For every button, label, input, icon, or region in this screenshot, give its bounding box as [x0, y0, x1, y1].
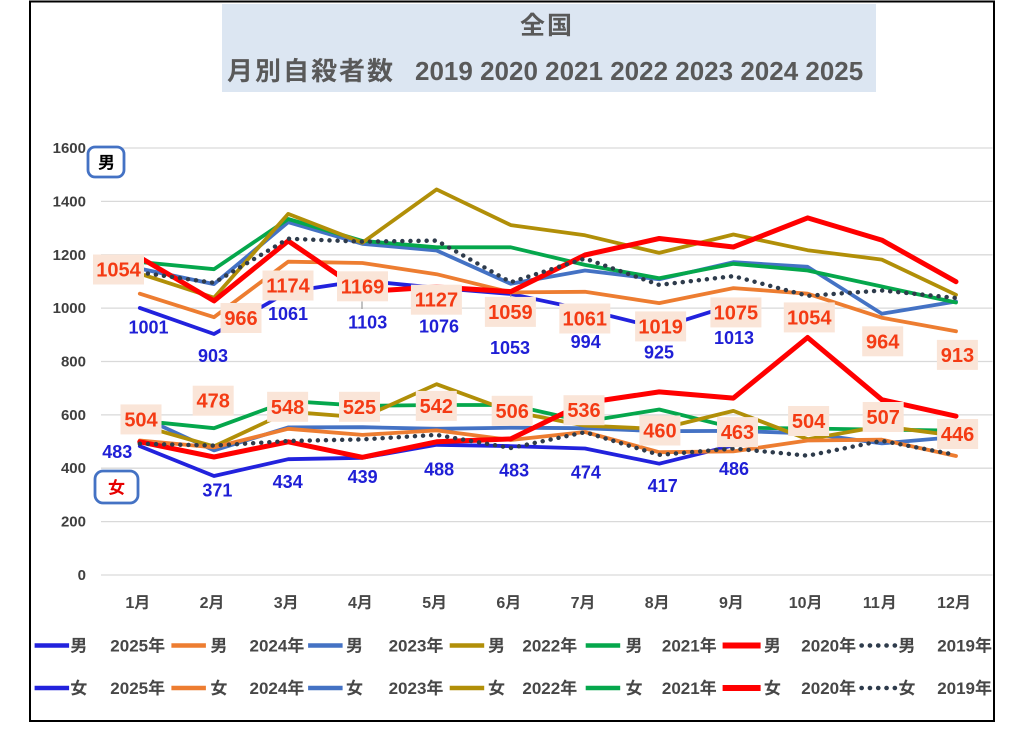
svg-text:488: 488 — [424, 460, 454, 480]
svg-text:2022: 2022 — [522, 637, 560, 656]
svg-text:9: 9 — [719, 595, 728, 612]
svg-text:504: 504 — [124, 409, 158, 431]
svg-text:548: 548 — [271, 397, 304, 419]
svg-text:525: 525 — [343, 397, 376, 419]
svg-text:3: 3 — [274, 595, 283, 612]
svg-text:1000: 1000 — [53, 300, 86, 317]
svg-text:2021: 2021 — [662, 637, 700, 656]
svg-text:2019: 2019 — [937, 679, 975, 698]
svg-text:200: 200 — [61, 514, 86, 531]
svg-text:600: 600 — [61, 407, 86, 424]
svg-text:2025: 2025 — [110, 679, 148, 698]
svg-text:507: 507 — [867, 407, 900, 429]
svg-text:1: 1 — [125, 595, 134, 612]
svg-text:1076: 1076 — [419, 316, 459, 336]
svg-text:4: 4 — [348, 595, 357, 612]
svg-text:5: 5 — [422, 595, 431, 612]
svg-text:1061: 1061 — [563, 309, 608, 331]
svg-text:2024: 2024 — [250, 637, 288, 656]
svg-text:486: 486 — [719, 459, 749, 479]
svg-text:966: 966 — [224, 308, 257, 330]
svg-text:478: 478 — [197, 391, 230, 413]
svg-text:964: 964 — [866, 331, 900, 353]
svg-text:2019 2020 2021 2022 2023 2024: 2019 2020 2021 2022 2023 2024 2025 — [415, 56, 863, 86]
svg-text:460: 460 — [643, 421, 676, 443]
svg-text:2020: 2020 — [801, 679, 839, 698]
svg-text:1169: 1169 — [341, 276, 384, 298]
svg-text:1054: 1054 — [96, 260, 141, 282]
svg-text:1001: 1001 — [128, 318, 168, 338]
svg-text:483: 483 — [499, 461, 529, 481]
svg-text:1061: 1061 — [268, 304, 308, 324]
svg-text:2021: 2021 — [662, 679, 700, 698]
svg-text:474: 474 — [571, 463, 601, 483]
svg-text:434: 434 — [273, 472, 303, 492]
svg-text:2024: 2024 — [250, 679, 288, 698]
svg-text:1200: 1200 — [53, 247, 86, 264]
svg-text:7: 7 — [571, 595, 580, 612]
svg-text:8: 8 — [645, 595, 654, 612]
svg-text:542: 542 — [420, 396, 453, 418]
svg-text:11: 11 — [863, 595, 880, 612]
svg-text:10: 10 — [789, 595, 807, 612]
svg-text:12: 12 — [937, 595, 955, 612]
svg-text:504: 504 — [792, 411, 826, 433]
svg-text:536: 536 — [567, 400, 600, 422]
svg-text:1019: 1019 — [638, 316, 683, 338]
svg-text:1075: 1075 — [714, 302, 759, 324]
svg-text:463: 463 — [721, 422, 754, 444]
svg-text:446: 446 — [941, 424, 974, 446]
svg-text:925: 925 — [644, 343, 674, 363]
svg-text:1103: 1103 — [348, 312, 387, 332]
svg-text:1600: 1600 — [53, 140, 86, 157]
svg-text:903: 903 — [198, 346, 228, 366]
svg-text:2: 2 — [200, 595, 209, 612]
svg-text:2022: 2022 — [522, 679, 560, 698]
svg-text:2020: 2020 — [801, 637, 839, 656]
svg-text:2025: 2025 — [110, 637, 148, 656]
svg-text:1400: 1400 — [53, 193, 86, 210]
svg-text:1054: 1054 — [787, 307, 832, 329]
svg-text:1174: 1174 — [266, 276, 310, 298]
svg-text:417: 417 — [648, 476, 678, 496]
svg-text:6: 6 — [496, 595, 505, 612]
svg-text:2023: 2023 — [389, 637, 427, 656]
svg-text:2023: 2023 — [389, 679, 427, 698]
svg-text:1013: 1013 — [714, 328, 754, 348]
svg-text:483: 483 — [102, 442, 132, 462]
svg-text:994: 994 — [571, 332, 601, 352]
svg-text:506: 506 — [496, 401, 529, 423]
svg-text:913: 913 — [941, 345, 974, 367]
svg-text:0: 0 — [78, 567, 86, 584]
svg-text:1127: 1127 — [415, 290, 458, 312]
svg-text:400: 400 — [61, 460, 86, 477]
svg-text:2019: 2019 — [937, 637, 975, 656]
svg-text:439: 439 — [348, 467, 378, 487]
svg-text:1053: 1053 — [490, 338, 530, 358]
svg-text:371: 371 — [202, 480, 232, 500]
svg-text:800: 800 — [61, 354, 86, 371]
svg-text:1059: 1059 — [488, 302, 533, 324]
